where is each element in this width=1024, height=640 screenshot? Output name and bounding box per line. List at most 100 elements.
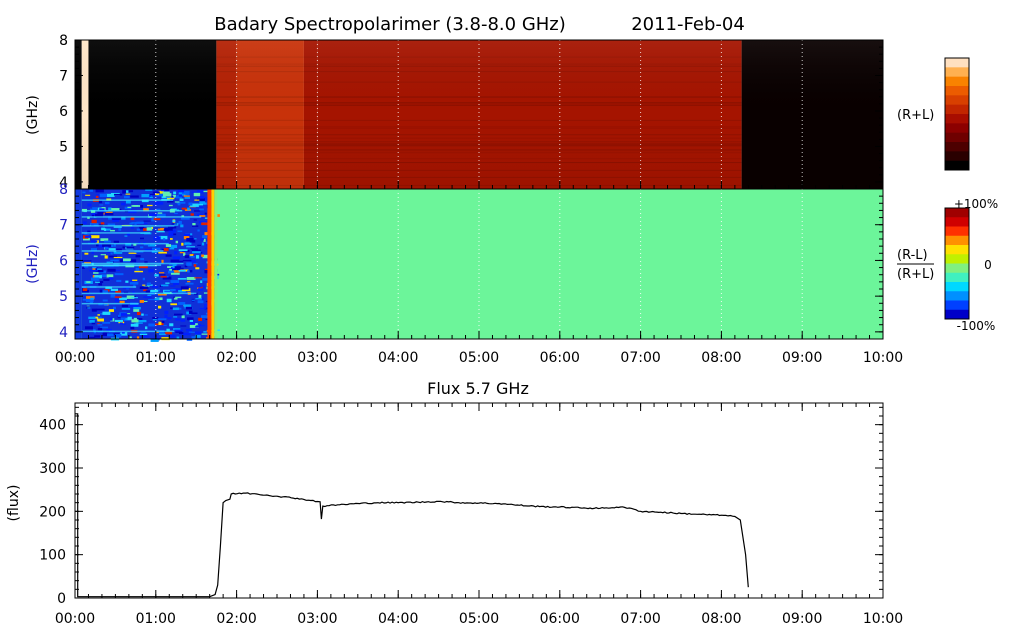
polarization-noise <box>203 292 210 294</box>
polarization-noise <box>110 288 119 291</box>
polarization-noise <box>121 216 126 220</box>
polarization-noise <box>110 259 119 262</box>
polarization-noise <box>175 240 179 244</box>
polarization-noise <box>190 321 198 325</box>
polarization-noise <box>128 336 132 339</box>
polarization-noise <box>188 310 193 314</box>
flux-title: Flux 5.7 GHz <box>427 379 529 398</box>
polarization-noise <box>191 249 201 252</box>
polarization-noise <box>199 208 204 211</box>
polarization-noise <box>205 244 209 247</box>
polarization-noise <box>159 320 165 324</box>
polarization-noise <box>124 235 128 237</box>
polarization-noise <box>182 332 191 336</box>
polarization-noise <box>205 318 208 321</box>
polarization-noise <box>196 325 206 327</box>
polarization-noise <box>143 228 148 231</box>
polarization-noise <box>164 290 171 293</box>
polarization-noise <box>82 288 88 292</box>
x-tick-label: 04:00 <box>378 611 418 627</box>
polarization-noise <box>129 304 139 308</box>
polarization-noise <box>176 267 184 271</box>
polarization-noise <box>186 246 196 248</box>
polarization-noise <box>82 298 91 301</box>
polarization-noise <box>201 297 204 301</box>
polarization-streak <box>81 209 183 212</box>
polarization-noise <box>130 227 134 229</box>
colorbar-cell <box>945 123 969 134</box>
polarization-noise <box>187 207 190 211</box>
polarization-noise <box>180 286 189 290</box>
intensity-striation <box>216 176 742 178</box>
polarization-noise <box>157 212 163 214</box>
polarization-noise <box>202 235 211 239</box>
polarization-noise <box>205 247 208 250</box>
polarization-edge <box>211 189 215 339</box>
polarization-noise <box>114 298 119 302</box>
polarization-noise <box>199 206 203 208</box>
polarization-noise <box>157 318 167 321</box>
polarization-noise <box>143 244 150 246</box>
polarization-noise <box>108 309 115 312</box>
polarization-noise <box>178 269 186 272</box>
polarization-noise <box>103 303 108 306</box>
polarization-noise <box>135 318 143 320</box>
polarization-noise <box>174 201 180 203</box>
colorbar-cell <box>945 86 969 96</box>
polarization-noise <box>98 283 103 286</box>
polarization-noise <box>141 313 144 316</box>
polarization-noise <box>113 256 123 259</box>
polarization-noise <box>170 285 176 287</box>
polarization-noise <box>107 268 116 272</box>
polarization-noise <box>136 221 144 224</box>
polarization-noise <box>97 212 107 215</box>
polarization-noise <box>85 296 95 299</box>
polarization-noise <box>123 195 130 199</box>
intensity-striation <box>216 148 742 150</box>
polarization-noise <box>189 254 194 256</box>
polarization-noise <box>91 250 94 254</box>
x-tick-label: 03:00 <box>297 611 337 627</box>
polarization-noise <box>108 207 112 211</box>
polarization-noise <box>191 191 198 193</box>
polarization-noise <box>173 233 177 236</box>
polarization-noise <box>166 298 172 303</box>
polarization-noise <box>146 227 153 231</box>
polarization-noise <box>185 328 192 332</box>
polarization-noise <box>88 336 96 338</box>
polarization-noise <box>104 255 108 259</box>
polarization-edge <box>214 189 218 339</box>
polarization-noise <box>172 270 181 273</box>
polarization-noise <box>203 238 206 242</box>
intensity-striation <box>216 102 742 104</box>
polarization-noise <box>135 267 140 271</box>
polarization-noise <box>148 299 156 301</box>
intensity-striation <box>216 96 742 98</box>
polarization-noise <box>136 311 141 316</box>
polarization-edge <box>207 189 212 339</box>
polarization-noise <box>84 252 89 255</box>
polarization-noise <box>194 331 202 335</box>
spectrogram-date: 2011-Feb-04 <box>631 14 745 35</box>
flux-plot: 0 100 200 300 400 00:00 01:00 02:00 03:00 04:00 05… <box>39 402 903 627</box>
polarization-noise <box>181 217 190 220</box>
polarization-noise <box>148 213 155 217</box>
intensity-striation <box>216 65 742 67</box>
polarization-noise <box>133 306 141 310</box>
polarization-noise <box>99 204 104 206</box>
polarization-noise <box>201 254 204 257</box>
colorbar-cell <box>945 67 969 78</box>
intensity-segment <box>303 40 318 189</box>
polarization-noise <box>198 294 202 298</box>
polarization-noise <box>125 200 131 204</box>
polarization-streak <box>81 216 202 218</box>
polarization-noise <box>99 193 108 198</box>
polarization-noise <box>191 336 196 340</box>
polarization-noise <box>86 281 91 283</box>
polarization-noise <box>122 286 130 289</box>
polarization-noise <box>174 297 178 300</box>
polarization-noise <box>190 312 198 315</box>
intensity-striation <box>216 142 742 144</box>
polarization-noise <box>113 240 120 243</box>
polarization-noise <box>100 313 104 315</box>
